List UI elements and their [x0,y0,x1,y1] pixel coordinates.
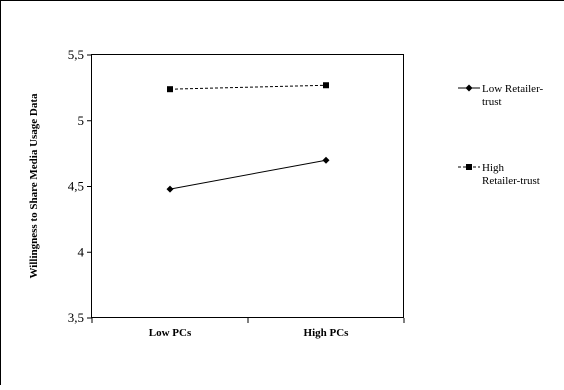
x-ticks: Low PCs High PCs [92,318,404,339]
legend-swatch-marker [466,85,473,92]
series-line-high-retailer-trust [170,85,326,89]
x-tick-label: High PCs [304,327,350,339]
y-tick-label: 5,5 [68,47,84,62]
legend-swatch-marker [466,164,472,170]
y-tick-label: 3,5 [68,310,84,325]
y-ticks: 5,5 5 4,5 4 3,5 [68,47,92,325]
y-tick-label: 4,5 [68,179,84,194]
series-layer [167,82,330,192]
data-point [323,82,329,88]
y-axis-title: Willingness to Share Media Usage Data [28,93,40,279]
legend-label: High [482,162,505,174]
plot-area [92,55,404,318]
legend-label: trust [482,96,502,108]
data-point [167,186,174,193]
legend-label: Low Retailer- [482,83,544,95]
data-point [323,157,330,164]
data-point [167,86,173,92]
y-tick-label: 4 [78,244,85,259]
legend-label: Retailer-trust [482,175,540,187]
y-tick-label: 5 [78,113,85,128]
x-tick-label: Low PCs [149,327,192,339]
series-line-low-retailer-trust [170,160,326,189]
